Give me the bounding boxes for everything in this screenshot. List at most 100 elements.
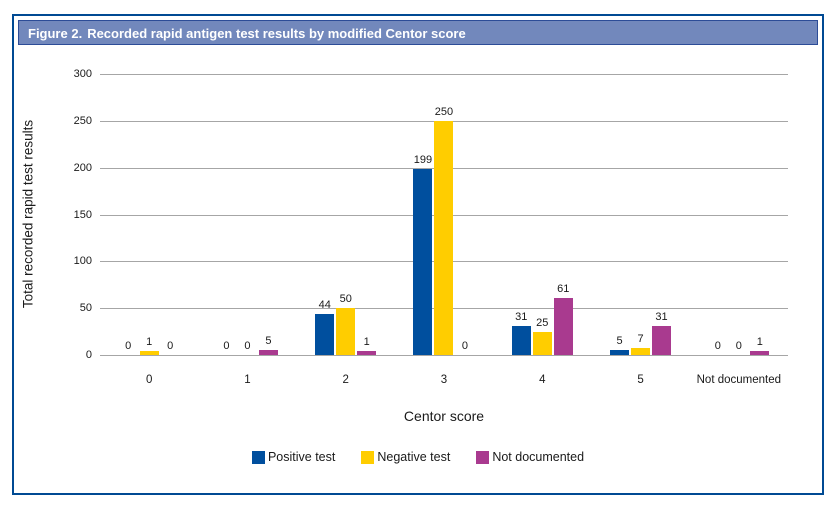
- x-tick-label: 5: [637, 374, 644, 386]
- data-label: 0: [167, 340, 174, 352]
- bar-col: 5: [610, 335, 630, 355]
- data-label: 61: [557, 282, 570, 295]
- bar-not-documented-4: [553, 297, 573, 355]
- bar-col: 250: [434, 105, 454, 355]
- plot-area: 0 1 0 0 0 5 44 50 1 199 250 0 31 25 61 5 7 31 0 0 1: [100, 74, 788, 356]
- gridline-0: [100, 355, 788, 356]
- bar-col: 7: [631, 333, 651, 355]
- data-label: 7: [637, 333, 644, 346]
- legend-swatch-icon: [361, 450, 375, 464]
- legend-swatch-icon: [251, 450, 265, 464]
- legend-item-negative-test: Negative test: [361, 450, 450, 464]
- bar-negative-test-0: [139, 351, 159, 355]
- x-tick-5: 5: [591, 372, 689, 388]
- figure-frame: Figure 2. Recorded rapid antigen test res…: [12, 14, 824, 495]
- figure-header: Figure 2. Recorded rapid antigen test res…: [18, 20, 818, 45]
- bar-positive-test-3: [413, 168, 433, 355]
- figure-title: Recorded rapid antigen test results by m…: [87, 26, 466, 41]
- x-tick-3: 3: [395, 372, 493, 388]
- y-tick-50: 50: [79, 302, 92, 315]
- data-label: 0: [244, 340, 251, 352]
- data-label: 0: [223, 340, 230, 352]
- gridline-300: [100, 74, 788, 75]
- data-label: 1: [756, 336, 763, 348]
- data-label: 0: [461, 340, 469, 352]
- data-label: 1: [363, 336, 370, 348]
- bar-positive-test-5: [610, 350, 630, 355]
- data-label: 0: [735, 340, 742, 352]
- data-label: 0: [714, 340, 721, 352]
- legend-swatch-icon: [476, 450, 490, 464]
- legend-label: Not documented: [492, 450, 585, 464]
- bar-group-2: 44 50 1: [297, 74, 395, 355]
- bar-group-1: 0 0 5: [198, 74, 296, 355]
- bar-groups: 0 1 0 0 0 5 44 50 1 199 250 0 31 25 61 5 7 31 0 0 1: [100, 74, 788, 355]
- bar-col: 61: [553, 282, 573, 355]
- legend-label: Negative test: [377, 450, 451, 464]
- bar-not-documented-5: [652, 325, 672, 355]
- data-label: 1: [146, 336, 153, 348]
- bar-col: 1: [139, 336, 159, 355]
- bar-col: 0: [708, 340, 727, 355]
- y-tick-250: 250: [73, 114, 92, 127]
- x-tick-0: 0: [100, 372, 198, 388]
- data-label: 50: [339, 293, 352, 306]
- y-tick-150: 150: [73, 208, 92, 221]
- x-tick-label: 0: [145, 374, 153, 386]
- data-label: 5: [616, 335, 623, 348]
- bar-positive-test-2: [315, 313, 335, 355]
- x-tick-label: 2: [342, 374, 349, 386]
- bar-col: 0: [238, 340, 257, 355]
- bar-negative-test-5: [631, 348, 651, 355]
- bar-col: 44: [315, 298, 335, 355]
- data-label: 0: [125, 340, 132, 352]
- data-label: 25: [536, 316, 549, 329]
- bar-group-4: 31 25 61: [493, 74, 591, 355]
- bar-group-3: 199 250 0: [395, 74, 493, 355]
- legend: Positive test Negative test Not documented: [14, 450, 822, 464]
- x-tick-1: 1: [198, 372, 296, 388]
- bar-col: 31: [652, 311, 672, 355]
- bar-col: 1: [357, 336, 377, 355]
- bar-group-0: 0 1 0: [100, 74, 198, 355]
- bar-col: 31: [511, 311, 531, 355]
- bar-group-5: 5 7 31: [591, 74, 689, 355]
- bar-col: 0: [119, 340, 138, 355]
- x-tick-label: 3: [440, 374, 448, 386]
- data-label: 199: [413, 153, 433, 166]
- bar-negative-test-2: [336, 308, 356, 355]
- y-axis-title: Total recorded rapid test results: [20, 119, 36, 309]
- bar-not-documented-not-documented: [750, 351, 770, 355]
- bar-col: 5: [258, 335, 278, 355]
- bar-col: 0: [217, 340, 236, 355]
- y-tick-200: 200: [73, 161, 92, 174]
- bar-col: 0: [729, 340, 748, 355]
- y-tick-0: 0: [85, 349, 92, 361]
- bar-not-documented-1: [258, 350, 278, 355]
- bar-positive-test-4: [511, 325, 531, 355]
- bar-col: 199: [413, 153, 433, 355]
- x-tick-2: 2: [297, 372, 395, 388]
- bar-col: 1: [750, 336, 770, 355]
- bar-col: 50: [336, 293, 356, 355]
- x-tick-4: 4: [493, 372, 591, 388]
- x-tick-not-documented: Not documented: [690, 372, 788, 388]
- bar-negative-test-3: [434, 120, 454, 355]
- legend-item-not-documented: Not documented: [476, 450, 584, 464]
- data-label: 5: [265, 335, 272, 348]
- bar-group-not-documented: 0 0 1: [690, 74, 788, 355]
- data-label: 250: [434, 105, 454, 118]
- legend-label: Positive test: [267, 450, 336, 464]
- figure-number-label: Figure 2.: [28, 26, 83, 41]
- bar-negative-test-4: [532, 331, 552, 355]
- y-tick-300: 300: [73, 68, 92, 80]
- legend-item-positive-test: Positive test: [251, 450, 336, 464]
- x-tick-label: 1: [244, 374, 251, 386]
- x-tick-label: Not documented: [696, 374, 782, 386]
- x-axis-title: Centor score: [403, 408, 485, 424]
- x-tick-label: 4: [539, 374, 546, 386]
- x-axis-tick-labels: 0 1 2 3 4 5 Not documented: [100, 372, 788, 388]
- data-label: 44: [318, 298, 331, 311]
- bar-col: 0: [455, 340, 474, 355]
